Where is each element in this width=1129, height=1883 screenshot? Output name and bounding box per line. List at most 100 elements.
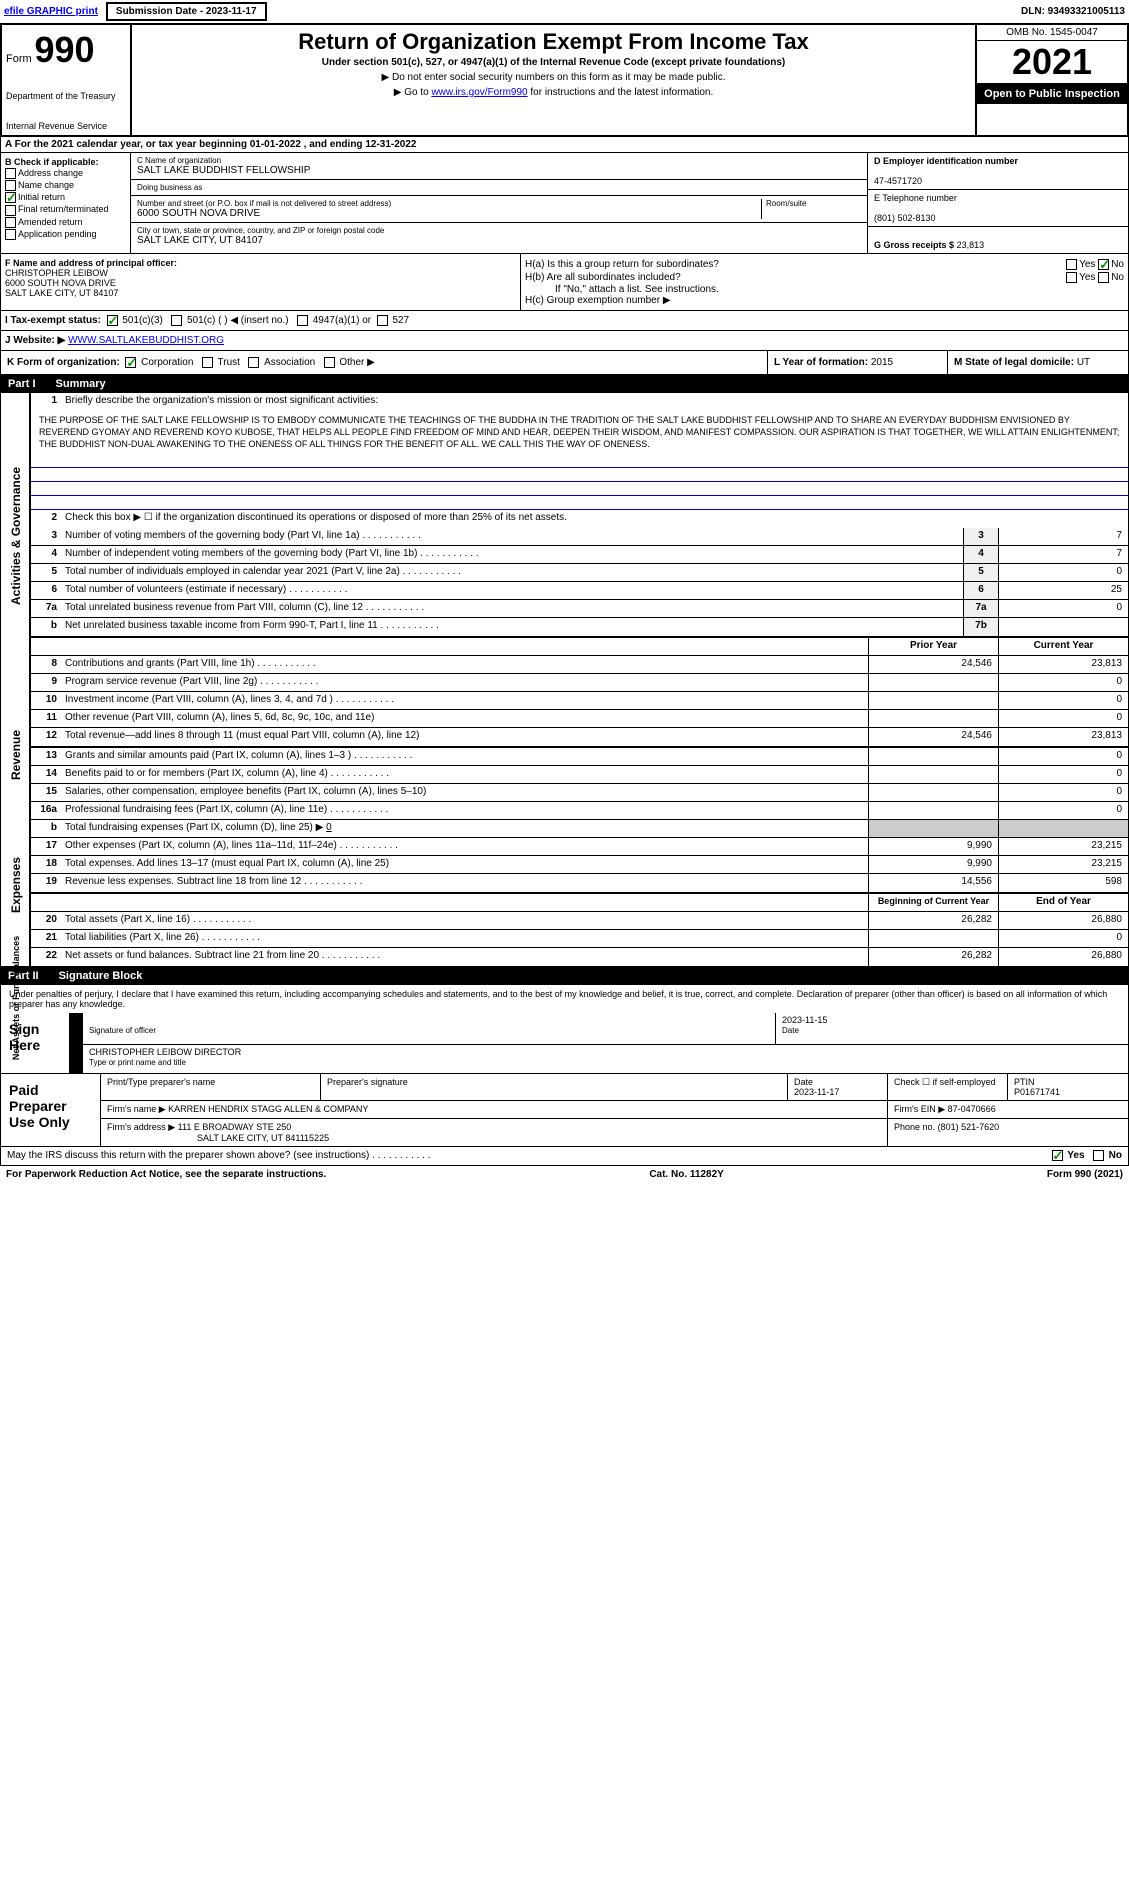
i-4947-cb[interactable]	[297, 315, 308, 326]
k-corp-cb[interactable]	[125, 357, 136, 368]
title-cell: Return of Organization Exempt From Incom…	[132, 25, 977, 135]
i-501c-cb[interactable]	[171, 315, 182, 326]
form990-link[interactable]: www.irs.gov/Form990	[431, 87, 527, 98]
ln8-curr: 23,813	[998, 656, 1128, 673]
discuss-yes-cb[interactable]	[1052, 1150, 1063, 1161]
dln-label: DLN: 93493321005113	[1021, 6, 1125, 17]
ein-label: D Employer identification number	[874, 156, 1018, 166]
form-number-cell: Form 990 Department of the Treasury Inte…	[2, 25, 132, 135]
sig-officer-cell: Signature of officer	[83, 1013, 776, 1044]
k-other: Other ▶	[339, 357, 374, 368]
ha-yes: Yes	[1079, 259, 1095, 270]
ln4-desc: Number of independent voting members of …	[61, 546, 963, 563]
main-title: Return of Organization Exempt From Incom…	[136, 29, 971, 55]
section-h: H(a) Is this a group return for subordin…	[521, 254, 1128, 310]
ln8-desc: Contributions and grants (Part VIII, lin…	[61, 656, 868, 673]
cb-initial[interactable]: Initial return	[5, 192, 126, 203]
cb-name-label: Name change	[18, 180, 74, 190]
ln16b-val: 0	[326, 822, 332, 833]
prep-label: Paid Preparer Use Only	[1, 1074, 101, 1146]
k-label: K Form of organization:	[7, 357, 120, 368]
preparer-section: Paid Preparer Use Only Print/Type prepar…	[0, 1074, 1129, 1147]
ln7a-box: 7a	[963, 600, 998, 617]
row-j: J Website: ▶ WWW.SALTLAKEBUDDHIST.ORG	[0, 331, 1129, 351]
gross-val: 23,813	[957, 240, 985, 250]
end-hdr: End of Year	[998, 894, 1128, 911]
k-assoc: Association	[264, 357, 315, 368]
ln2-desc: Check this box ▶ ☐ if the organization d…	[61, 510, 1128, 528]
submission-date-box: Submission Date - 2023-11-17	[106, 2, 267, 21]
omb-cell: OMB No. 1545-0047 2021 Open to Public In…	[977, 25, 1127, 135]
cb-amended-label: Amended return	[18, 217, 83, 227]
section-d: D Employer identification number 47-4571…	[868, 153, 1128, 253]
ln16a-desc: Professional fundraising fees (Part IX, …	[61, 802, 868, 819]
ln13-curr: 0	[998, 748, 1128, 765]
sig-officer-label: Signature of officer	[89, 1026, 156, 1035]
ln15-num: 15	[31, 784, 61, 801]
summary-body: Activities & Governance Revenue Expenses…	[0, 393, 1129, 967]
i-501c: 501(c) ( ) ◀ (insert no.)	[187, 315, 289, 326]
vtab-net: Net Assets or Fund Balances	[11, 933, 21, 1063]
hb-yes-cb[interactable]	[1066, 272, 1077, 283]
prep-date-label: Date	[794, 1077, 813, 1087]
org-name-val: SALT LAKE BUDDHIST FELLOWSHIP	[137, 165, 861, 176]
ln16b-num: b	[31, 820, 61, 837]
ln9-num: 9	[31, 674, 61, 691]
prep-firm-ein: Firm's EIN ▶ 87-0470666	[888, 1101, 1128, 1118]
i-527-cb[interactable]	[377, 315, 388, 326]
hb-label: H(b) Are all subordinates included?	[525, 272, 681, 283]
ha-no-cb[interactable]	[1098, 259, 1109, 270]
ln5-box: 5	[963, 564, 998, 581]
ln16b-prior	[868, 820, 998, 837]
ln13-prior	[868, 748, 998, 765]
cb-pending[interactable]: Application pending	[5, 229, 126, 240]
k-other-cb[interactable]	[324, 357, 335, 368]
part-i-title: Summary	[56, 378, 106, 390]
ha-no: No	[1111, 259, 1124, 270]
sig-name-cell: CHRISTOPHER LEIBOW DIRECTOR Type or prin…	[83, 1045, 1128, 1073]
ln14-curr: 0	[998, 766, 1128, 783]
ln3-desc: Number of voting members of the governin…	[61, 528, 963, 545]
ln7b-desc: Net unrelated business taxable income fr…	[61, 618, 963, 636]
prep-grid: Print/Type preparer's name Preparer's si…	[101, 1074, 1128, 1146]
current-hdr: Current Year	[998, 638, 1128, 655]
ln22-num: 22	[31, 948, 61, 966]
ln13-desc: Grants and similar amounts paid (Part IX…	[61, 748, 868, 765]
city-row: City or town, state or province, country…	[131, 223, 867, 249]
efile-link[interactable]: efile GRAPHIC print	[4, 6, 98, 17]
prep-sig: Preparer's signature	[321, 1074, 788, 1100]
k-trust-cb[interactable]	[202, 357, 213, 368]
ln16b-pre: Total fundraising expenses (Part IX, col…	[65, 822, 323, 833]
ln1-desc: Briefly describe the organization's miss…	[61, 393, 1128, 411]
i-501c3: 501(c)(3)	[122, 315, 163, 326]
part-ii-header: Part II Signature Block	[0, 967, 1129, 985]
ln3-box: 3	[963, 528, 998, 545]
k-assoc-cb[interactable]	[248, 357, 259, 368]
ha-yes-cb[interactable]	[1066, 259, 1077, 270]
ln22-prior: 26,282	[868, 948, 998, 966]
ln7b-val	[998, 618, 1128, 636]
prep-ptin: PTIN P01671741	[1008, 1074, 1128, 1100]
mission-text: THE PURPOSE OF THE SALT LAKE FELLOWSHIP …	[31, 411, 1128, 454]
m-val: UT	[1077, 357, 1090, 368]
paperwork-text: For Paperwork Reduction Act Notice, see …	[6, 1169, 326, 1180]
ln3-val: 7	[998, 528, 1128, 545]
ln14-desc: Benefits paid to or for members (Part IX…	[61, 766, 868, 783]
cb-name-change[interactable]: Name change	[5, 180, 126, 191]
cb-addr-change[interactable]: Address change	[5, 168, 126, 179]
hb-no-cb[interactable]	[1098, 272, 1109, 283]
begin-hdr: Beginning of Current Year	[868, 894, 998, 911]
cb-final[interactable]: Final return/terminated	[5, 204, 126, 215]
ln6-desc: Total number of volunteers (estimate if …	[61, 582, 963, 599]
form-number: 990	[34, 29, 94, 70]
net-hdr-desc	[61, 894, 868, 911]
ln19-curr: 598	[998, 874, 1128, 892]
website-link[interactable]: WWW.SALTLAKEBUDDHIST.ORG	[68, 335, 224, 346]
i-501c3-cb[interactable]	[107, 315, 118, 326]
discuss-no-cb[interactable]	[1093, 1150, 1104, 1161]
blue-line-2	[31, 468, 1128, 482]
k-corp: Corporation	[141, 357, 193, 368]
ln10-prior	[868, 692, 998, 709]
entity-block: B Check if applicable: Address change Na…	[0, 153, 1129, 254]
cb-amended[interactable]: Amended return	[5, 217, 126, 228]
